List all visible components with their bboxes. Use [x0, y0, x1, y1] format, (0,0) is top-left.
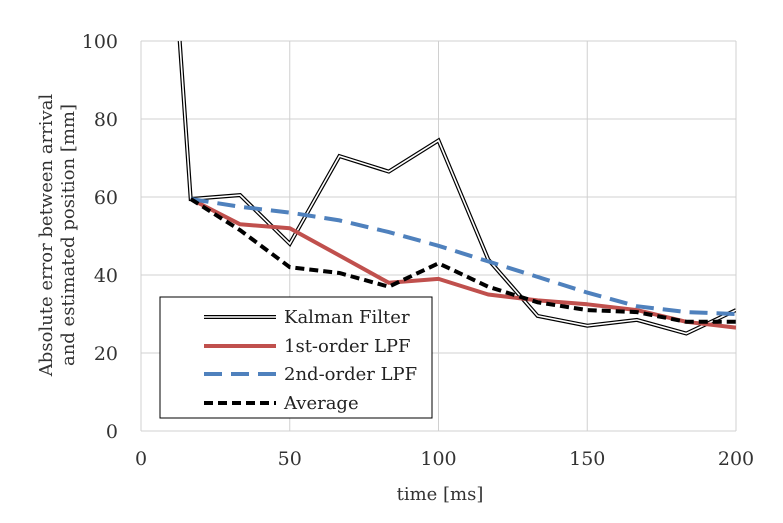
legend-label-lpf1: 1st-order LPF — [284, 336, 411, 357]
x-tick-label: 100 — [420, 448, 456, 470]
y-tick-label: 40 — [94, 265, 118, 287]
tick-labels: 0 20 40 60 80 100 0 50 100 150 200 — [82, 31, 754, 470]
average-line — [189, 197, 736, 324]
lpf2-line — [190, 197, 736, 316]
y-tick-label: 80 — [94, 109, 118, 131]
y-tick-label: 20 — [94, 343, 118, 365]
y-axis-label-line-2: and estimated position [mm] — [58, 104, 79, 366]
kalman-filter-line-inner — [178, 40, 736, 335]
x-axis-label: time [ms] — [397, 484, 484, 505]
legend: Kalman Filter 1st-order LPF 2nd-order LP… — [159, 296, 433, 419]
legend-swatches — [204, 315, 276, 405]
y-tick-label: 100 — [82, 31, 118, 53]
plot-series — [177, 40, 736, 336]
x-tick-label: 0 — [135, 448, 147, 470]
kalman-filter-line — [177, 40, 736, 336]
y-axis-label-line-1: Absolute error between arrival — [36, 94, 57, 378]
average-line-path — [189, 197, 736, 324]
y-tick-label: 60 — [94, 187, 118, 209]
y-tick-label: 0 — [106, 421, 118, 443]
legend-label-lpf2: 2nd-order LPF — [284, 364, 417, 385]
legend-label-kalman: Kalman Filter — [284, 307, 410, 328]
x-tick-label: 150 — [569, 448, 605, 470]
y-axis-label: Absolute error between arrival and estim… — [36, 94, 79, 378]
x-tick-label: 50 — [278, 448, 302, 470]
lpf2-line-path — [190, 197, 736, 316]
x-tick-label: 200 — [718, 448, 754, 470]
legend-label-average: Average — [283, 393, 359, 414]
